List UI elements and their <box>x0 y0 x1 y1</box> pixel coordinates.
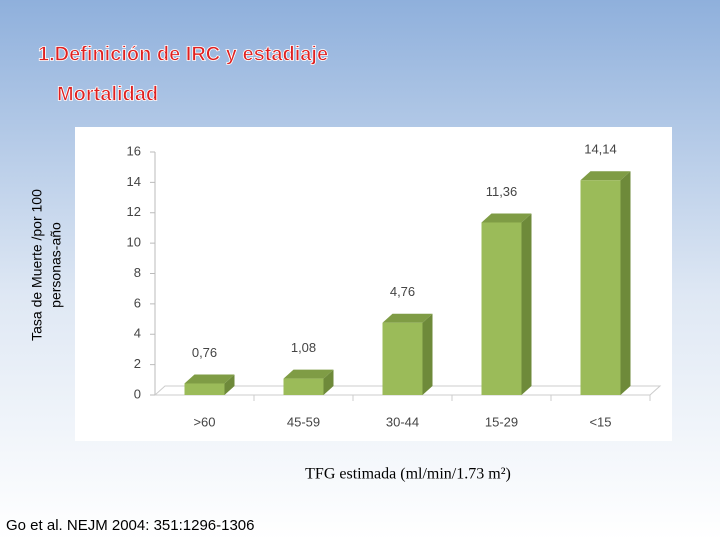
y-axis-label: personas-año <box>48 222 64 308</box>
bar-top <box>382 313 433 323</box>
bar-side <box>323 369 334 395</box>
y-tick-label: 12 <box>127 204 141 219</box>
y-axis-label: Tasa de Muerte /por 100 <box>29 189 45 341</box>
bar-front <box>382 322 423 395</box>
bar-front <box>283 378 324 395</box>
y-tick-label: 14 <box>127 174 141 189</box>
bar-front <box>481 222 522 395</box>
slide-subtitle: Mortalidad <box>57 83 158 105</box>
bar <box>481 213 532 395</box>
value-label: 14,14 <box>584 142 617 157</box>
value-label: 4,76 <box>390 284 415 299</box>
y-tick-label: 10 <box>127 235 141 250</box>
value-label: 0,76 <box>192 345 217 360</box>
y-tick-label: 6 <box>134 295 141 310</box>
bar-top <box>481 213 532 223</box>
y-tick-label: 16 <box>127 143 141 158</box>
chart-panel <box>75 127 672 441</box>
bar-top <box>283 369 334 379</box>
bar-side <box>422 313 433 395</box>
bar-side <box>620 171 631 395</box>
slide-title: 1.Definición de IRC y estadiaje <box>38 43 328 65</box>
bar <box>580 171 631 395</box>
source-note: Go et al. NEJM 2004: 351:1296-1306 <box>6 517 255 534</box>
bar-side <box>521 213 532 395</box>
x-tick-label: 45-59 <box>287 414 320 429</box>
bar <box>184 374 235 395</box>
bar-front <box>184 383 225 395</box>
value-label: 1,08 <box>291 340 316 355</box>
bar <box>382 313 433 395</box>
bar-top <box>184 374 235 384</box>
bar-top <box>580 171 631 181</box>
bar-side <box>224 374 235 395</box>
y-tick-label: 2 <box>134 356 141 371</box>
x-tick-label: 15-29 <box>485 414 518 429</box>
bar <box>283 369 334 395</box>
value-label: 11,36 <box>486 184 518 199</box>
y-tick-label: 0 <box>134 386 141 401</box>
x-tick-label: 30-44 <box>386 414 419 429</box>
y-tick-label: 8 <box>134 265 141 280</box>
bar-front <box>580 180 621 395</box>
x-tick-label: <15 <box>589 414 611 429</box>
y-tick-label: 4 <box>134 326 141 341</box>
x-axis-label: TFG estimada (ml/min/1.73 m²) <box>305 466 511 483</box>
x-tick-label: >60 <box>193 414 215 429</box>
